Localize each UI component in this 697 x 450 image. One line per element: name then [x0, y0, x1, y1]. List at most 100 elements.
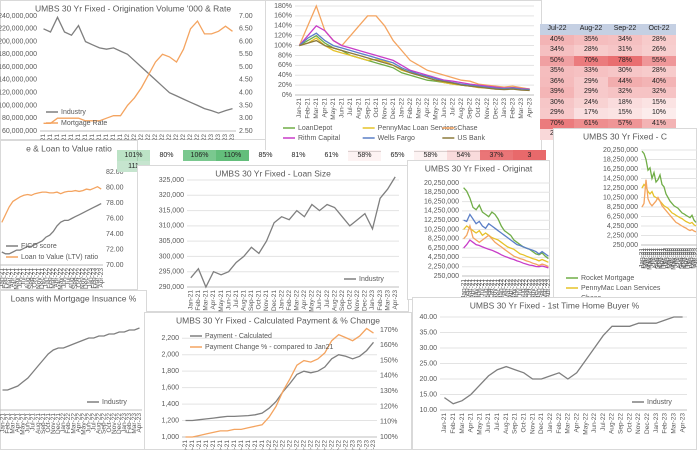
- x-tick-label: Nov-21: [381, 98, 388, 119]
- y-tick-label: 300,000: [159, 253, 184, 260]
- y2-tick-label: 78.00: [106, 200, 124, 207]
- x-tick-label: Jan-21: [188, 290, 195, 310]
- x-tick-label: Nov-21: [110, 134, 117, 140]
- y-tick-label: 2,200: [161, 335, 179, 342]
- x-tick-label: Sep-22: [467, 98, 474, 119]
- x-tick-label: Aug-22: [315, 440, 322, 450]
- x-tick-label: Oct-22: [187, 134, 194, 140]
- x-tick-label: Nov-22: [194, 134, 201, 140]
- cell: 50%: [540, 55, 574, 66]
- cell: 30%: [540, 97, 574, 108]
- x-tick-label: Jan-22: [60, 413, 67, 433]
- cell: 41%: [642, 118, 676, 129]
- x-tick-label: Jan-22: [398, 98, 405, 118]
- x-tick-label: Jul-22: [65, 268, 72, 286]
- series-line: [463, 239, 549, 269]
- x-tick-label: Dec-22: [685, 248, 692, 269]
- x-tick-label: Aug-22: [458, 98, 465, 119]
- x-tick-label: Nov-21: [50, 413, 57, 434]
- legend-label: Chase: [457, 125, 477, 132]
- x-tick-label: Dec-21: [39, 268, 46, 289]
- legend-label: Rithm Capital: [298, 135, 340, 142]
- cell: 58%: [414, 150, 447, 161]
- cell: 39%: [540, 87, 574, 98]
- table-row: 50% 70% 78% 55%: [540, 55, 676, 66]
- series-line: [185, 327, 374, 438]
- y2-tick-label: 100%: [380, 434, 398, 441]
- y-tick-label: 40.00: [419, 314, 437, 321]
- legend-label: FICO score: [21, 243, 57, 250]
- x-tick-label: Jun-21: [649, 248, 656, 268]
- cell: 61%: [315, 150, 348, 161]
- panel-background: [0, 0, 266, 140]
- table-row: 36% 29% 44% 40%: [540, 76, 676, 87]
- x-tick-label: Nov-22: [529, 279, 536, 300]
- x-tick-label: May-21: [210, 440, 217, 450]
- x-tick-label: Apr-21: [210, 290, 217, 310]
- strip-row: 111: [117, 161, 547, 172]
- strip-row: 101% 80% 106% 110% 85% 81% 61% 58% 65% 58% 54% 37% 3: [117, 150, 547, 161]
- x-tick-label: Jun-21: [225, 290, 232, 310]
- series-line: [463, 225, 549, 263]
- y-tick-label: 60,000,000: [2, 128, 37, 135]
- x-tick-label: Dec-21: [259, 440, 266, 450]
- x-tick-label: Feb-23: [689, 248, 696, 269]
- x-tick-label: Apr-22: [301, 290, 308, 310]
- x-tick-label: Apr-23: [526, 98, 533, 118]
- x-tick-label: Feb-22: [407, 98, 414, 119]
- x-tick-label: Sep-21: [28, 268, 35, 289]
- x-tick-label: Mar-21: [467, 279, 474, 300]
- series-line: [1, 185, 102, 223]
- series-line: [2, 327, 140, 391]
- x-tick-label: Jan-21: [0, 268, 6, 288]
- y2-tick-label: 4.00: [239, 90, 253, 97]
- x-tick-label: Jan-23: [501, 98, 508, 118]
- x-tick-label: Oct-22: [626, 413, 633, 433]
- x-tick-label: Jul-21: [233, 290, 240, 308]
- chart-panel: 0% 20% 40% 60% 80% 100% 120% 140% 160% 180% Jan-21…: [265, 0, 542, 152]
- cell: Oct-22: [642, 24, 676, 35]
- x-tick-label: Sep-21: [655, 248, 662, 269]
- y-tick-label: 100%: [274, 42, 292, 49]
- x-tick-label: Jul-21: [479, 279, 486, 297]
- x-tick-label: Feb-23: [539, 279, 546, 300]
- x-tick-label: Dec-22: [362, 290, 369, 311]
- x-tick-label: Apr-22: [54, 268, 61, 288]
- x-tick-label: Jan-22: [278, 290, 285, 310]
- x-tick-label: Dec-21: [55, 413, 62, 434]
- x-tick-label: Feb-21: [195, 290, 202, 311]
- x-tick-label: Jul-22: [324, 290, 331, 308]
- x-tick-label: Aug-22: [609, 413, 616, 434]
- y-tick-label: 12,250,000: [424, 217, 459, 224]
- y2-tick-label: 70.00: [106, 262, 124, 269]
- x-tick-label: Jan-21: [460, 279, 467, 299]
- x-tick-label: Jul-22: [600, 413, 607, 431]
- cell: 35%: [574, 34, 608, 45]
- y-tick-label: 6,250,000: [607, 213, 638, 220]
- cell: 36%: [540, 76, 574, 87]
- cell: Aug-22: [574, 24, 608, 35]
- heat-table: Jul-22 Aug-22 Sep-22 Oct-22 40% 35% 34% 28% 34% 2…: [540, 24, 676, 140]
- cell: 81%: [282, 150, 315, 161]
- cell: 85%: [249, 150, 282, 161]
- x-tick-label: Sep-22: [679, 248, 686, 269]
- x-tick-label: Jun-21: [476, 279, 483, 299]
- x-tick-label: May-21: [473, 279, 480, 300]
- x-tick-label: Jan-23: [349, 440, 356, 450]
- cell: Sep-22: [608, 24, 642, 35]
- cell: 10%: [642, 108, 676, 119]
- cell: 18%: [608, 97, 642, 108]
- x-tick-label: Apr-23: [98, 268, 105, 288]
- x-tick-label: Sep-22: [339, 290, 346, 311]
- cell: 110%: [216, 150, 249, 161]
- x-tick-label: Feb-21: [189, 440, 196, 450]
- x-tick-label: Sep-22: [72, 268, 79, 289]
- y-tick-label: 20.00: [419, 376, 437, 383]
- x-tick-label: Mar-22: [294, 290, 301, 311]
- cell: 40%: [642, 76, 676, 87]
- x-tick-label: Oct-21: [45, 413, 52, 433]
- x-tick-label: Apr-21: [203, 440, 210, 450]
- x-tick-label: Mar-23: [363, 440, 370, 450]
- cell: 26%: [642, 45, 676, 56]
- x-tick-label: Mar-21: [54, 134, 61, 140]
